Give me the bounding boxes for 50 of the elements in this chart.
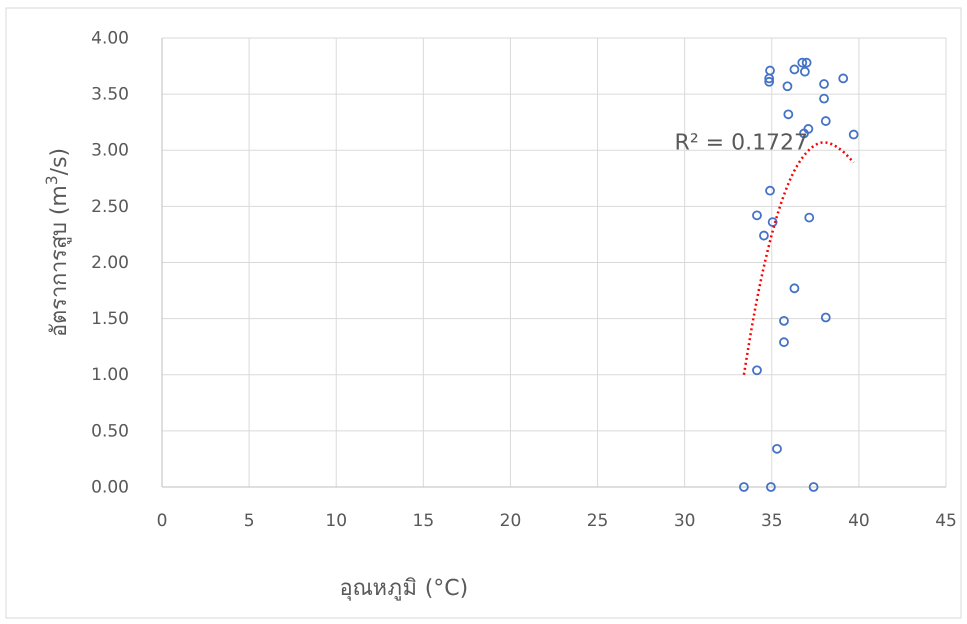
- point: [764, 76, 774, 87]
- point: [739, 482, 749, 492]
- point: [765, 66, 775, 76]
- x-tick-label: 5: [244, 511, 255, 532]
- point: [848, 130, 859, 140]
- point: [819, 94, 829, 104]
- y-tick-label: 0.50: [91, 421, 129, 442]
- point: [800, 66, 810, 77]
- y-tick-label: 3.50: [91, 84, 129, 105]
- point: [759, 230, 769, 240]
- point: [766, 482, 776, 492]
- point: [802, 58, 812, 68]
- y-tick-label: 2.50: [91, 196, 129, 217]
- point: [838, 74, 848, 84]
- point: [779, 316, 789, 326]
- x-tick-label: 15: [412, 511, 434, 532]
- y-tick-label: 2.00: [91, 252, 129, 273]
- x-tick-label: 10: [325, 511, 348, 532]
- x-tick-label: 25: [586, 511, 608, 532]
- point: [783, 109, 794, 120]
- point: [752, 210, 762, 220]
- point: [782, 81, 792, 92]
- point: [820, 116, 831, 126]
- point: [803, 124, 814, 134]
- annotation: R² = 0.1727: [674, 130, 808, 156]
- y-tick-label: 3.00: [91, 140, 129, 161]
- x-tick-label: 20: [500, 511, 522, 532]
- point: [797, 58, 808, 68]
- x-tick-label: 0: [156, 511, 168, 532]
- x-tick-label: 45: [935, 511, 957, 532]
- y-tick-label: 1.50: [91, 309, 129, 330]
- point: [820, 312, 831, 322]
- point: [808, 482, 818, 492]
- point: [765, 186, 775, 196]
- x-axis-title: อุณหภูมิ (°C): [340, 576, 468, 601]
- point: [804, 212, 814, 222]
- y-tick-label: 0.00: [91, 477, 129, 498]
- point: [779, 337, 789, 348]
- x-tick-label: 30: [674, 511, 696, 532]
- point: [790, 283, 800, 294]
- point: [764, 74, 774, 84]
- point: [768, 217, 778, 227]
- y-tick-label: 1.00: [91, 365, 129, 386]
- y-tick-label: 4.00: [91, 28, 129, 48]
- x-tick-label: 40: [848, 511, 870, 532]
- point: [752, 365, 762, 376]
- x-tick-label: 35: [760, 511, 783, 532]
- point: [790, 64, 800, 74]
- point: [819, 79, 829, 89]
- point: [772, 444, 782, 454]
